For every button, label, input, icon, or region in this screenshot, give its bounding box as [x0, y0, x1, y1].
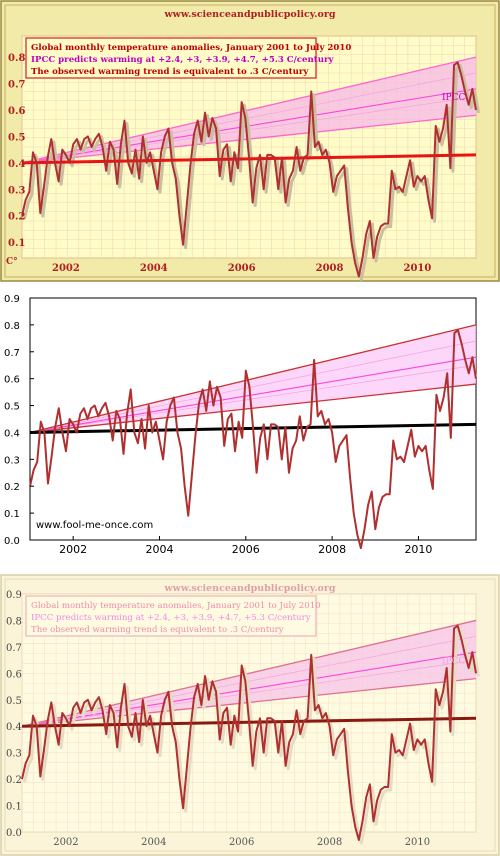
- x-tick-label: 2004: [145, 543, 173, 556]
- watermark-label: www.fool-me-once.com: [36, 520, 153, 531]
- y-tick-label: 0.0: [4, 536, 20, 547]
- source-header: www.scienceandpublicpolicy.org: [163, 9, 335, 20]
- x-tick-label: 2002: [59, 543, 87, 556]
- y-tick-label: 0.5: [6, 696, 22, 707]
- temperature-anomaly-line: [21, 61, 477, 278]
- y-tick-label: 0.8: [8, 53, 25, 64]
- y-tick-label: 0.1: [4, 509, 20, 520]
- annotation-line: Global monthly temperature anomalies, Ja…: [31, 43, 351, 53]
- y-tick-label: 0.3: [8, 185, 25, 196]
- panel-inner-frame: [4, 4, 496, 278]
- y-tick-label: 0.8: [6, 616, 22, 627]
- annotation-line: Global monthly temperature anomalies, Ja…: [31, 601, 321, 611]
- source-header: www.scienceandpublicpolicy.org: [163, 583, 335, 594]
- ipcc-projection-line: [29, 364, 477, 433]
- annotation-line: The observed warming trend is equivalent…: [31, 67, 309, 77]
- y-tick-label: 0.4: [4, 428, 20, 439]
- y-tick-label: 0.7: [8, 80, 25, 91]
- x-tick-label: 2006: [229, 837, 254, 848]
- y-unit-label: C°: [6, 257, 18, 267]
- y-tick-label: 0.3: [6, 749, 22, 760]
- chart-panel-top: 0.1 0.2 0.3 0.4 0.5 0.6 0.7 0.8 2002 2004 2006 2008…: [0, 0, 500, 282]
- x-tick-label: 2002: [53, 837, 78, 848]
- x-tick-label: 2008: [316, 263, 344, 274]
- x-tick-label: 2006: [232, 543, 260, 556]
- y-tick-label: 0.6: [8, 106, 25, 117]
- ipcc-projection-line: [21, 72, 477, 164]
- chart-panel-bottom: 0.0 0.1 0.2 0.3 0.4 0.5 0.6 0.7 0.8 0.9 2002 2004 20…: [0, 574, 500, 856]
- ipcc-projection-line: [29, 340, 477, 433]
- ipcc-label: IPCC: [442, 93, 465, 103]
- panel-inner-frame: [4, 578, 496, 852]
- ipcc-projection-line: [21, 635, 477, 727]
- x-tick-label: 2004: [140, 263, 168, 274]
- ipcc-label: IPCC: [442, 656, 465, 666]
- x-tick-label: 2010: [405, 837, 430, 848]
- y-tick-label: 0.1: [8, 238, 25, 249]
- ipcc-projection-line: [29, 324, 477, 434]
- temperature-anomaly-line: [29, 329, 477, 550]
- x-tick-label: 2002: [52, 263, 80, 274]
- temperature-anomaly-line: [21, 624, 477, 841]
- y-tick-label: 0.3: [4, 455, 20, 466]
- y-tick-label: 0.9: [6, 590, 22, 601]
- y-tick-label: 0.2: [4, 482, 20, 493]
- y-tick-label: 0.4: [6, 722, 22, 733]
- ipcc-projection-line: [29, 383, 477, 434]
- y-tick-label: 0.4: [8, 159, 25, 170]
- x-tick-label: 2010: [404, 543, 432, 556]
- y-tick-label: 0.7: [4, 348, 20, 359]
- y-tick-label: 0.5: [8, 132, 25, 143]
- y-tick-label: 0.2: [8, 212, 25, 223]
- annotation-box: [25, 37, 317, 79]
- y-tick-label: 0.8: [4, 321, 20, 332]
- annotation-line: IPCC predicts warming at +2.4, +3, +3.9,…: [31, 55, 334, 65]
- y-tick-label: 0.7: [6, 643, 22, 654]
- chart-panel-middle: 0.0 0.1 0.2 0.3 0.4 0.5 0.6 0.7 0.8 0.9 2002 2004 20…: [4, 294, 477, 556]
- y-tick-label: 0.0: [6, 828, 22, 839]
- y-tick-label: 0.1: [6, 802, 22, 813]
- x-tick-label: 2008: [318, 543, 346, 556]
- annotation-line: The observed warming trend is equivalent…: [31, 625, 284, 635]
- x-tick-label: 2008: [317, 837, 342, 848]
- y-tick-label: 0.2: [6, 775, 22, 786]
- y-tick-label: 0.5: [4, 402, 20, 413]
- y-tick-label: 0.6: [6, 669, 22, 680]
- y-tick-label: 0.6: [4, 375, 20, 386]
- annotation-box: [25, 595, 317, 637]
- y-tick-label: 0.9: [4, 294, 20, 305]
- ipcc-projection-line: [29, 356, 477, 433]
- x-tick-label: 2006: [228, 263, 256, 274]
- annotation-line: IPCC predicts warming at +2.4, +3, +3.9,…: [31, 613, 311, 623]
- x-tick-label: 2004: [141, 837, 166, 848]
- x-tick-label: 2010: [403, 263, 431, 274]
